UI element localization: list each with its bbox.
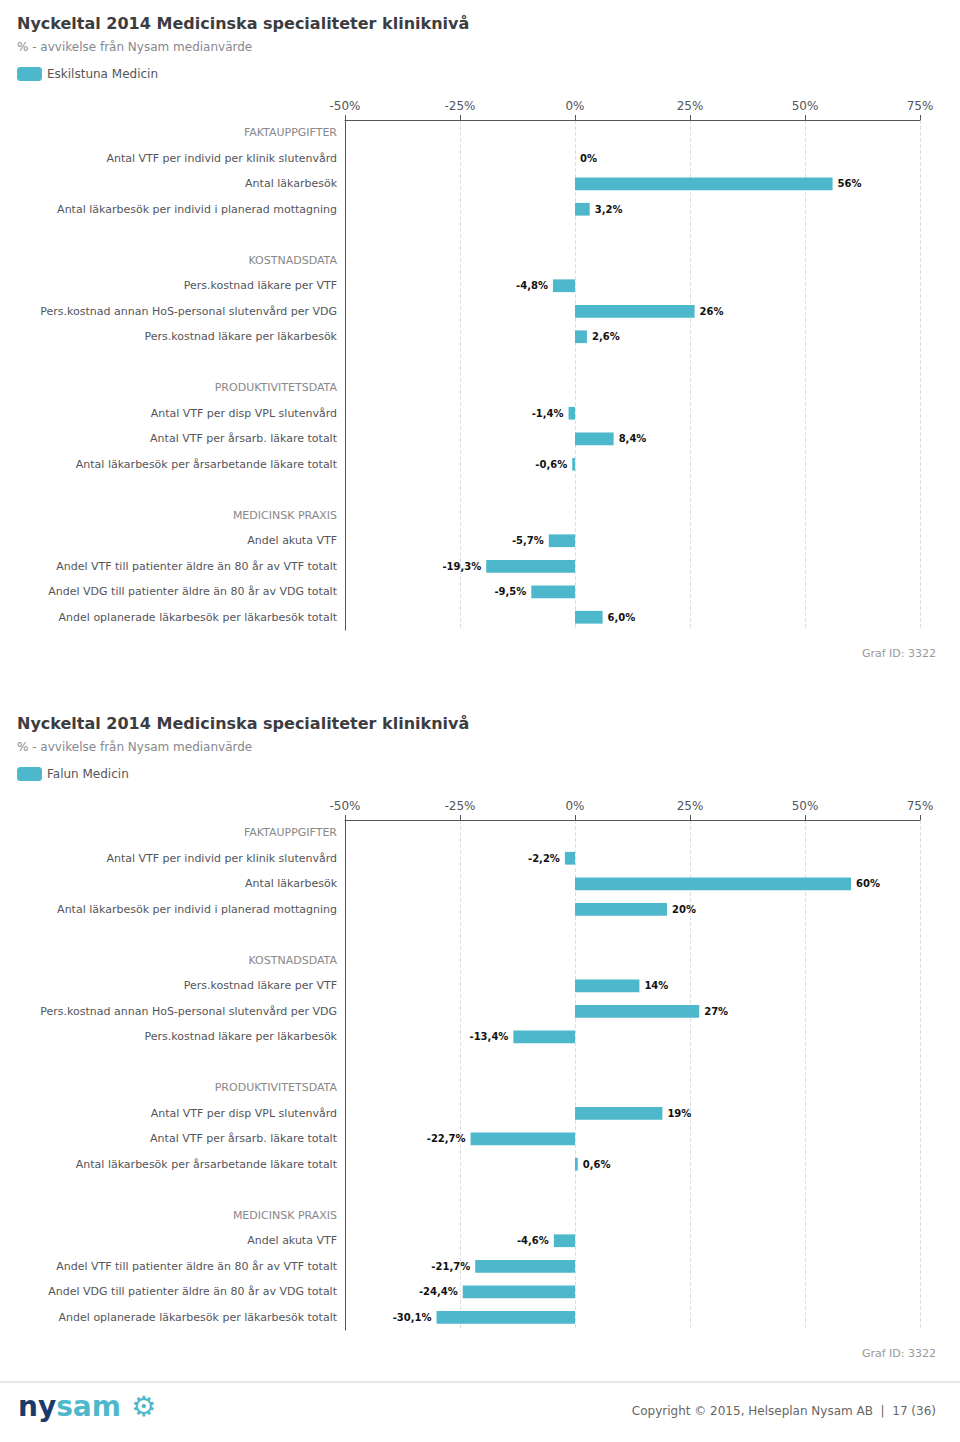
svg-text:Nyckeltal 2014 Medicinska spec: Nyckeltal 2014 Medicinska specialiteter … — [17, 14, 469, 33]
svg-text:ny: ny — [18, 1390, 56, 1423]
svg-text:Andel VTF till patienter äldre: Andel VTF till patienter äldre än 80 år … — [56, 560, 338, 573]
svg-text:Andel oplanerade läkarbesök pe: Andel oplanerade läkarbesök per läkarbes… — [59, 611, 338, 624]
svg-text:-4,8%: -4,8% — [516, 280, 548, 291]
svg-text:-4,6%: -4,6% — [517, 1235, 549, 1246]
svg-text:Antal VTF per årsarb. läkare t: Antal VTF per årsarb. läkare totalt — [150, 1132, 338, 1145]
svg-text:PRODUKTIVITETSDATA: PRODUKTIVITETSDATA — [215, 381, 338, 394]
svg-text:-25%: -25% — [444, 799, 475, 813]
svg-text:Antal läkarbesök per individ i: Antal läkarbesök per individ i planerad … — [57, 903, 337, 916]
svg-text:60%: 60% — [856, 878, 880, 889]
svg-text:Antal läkarbesök: Antal läkarbesök — [245, 177, 338, 190]
svg-text:Pers.kostnad läkare per läkarb: Pers.kostnad läkare per läkarbesök — [144, 330, 337, 343]
svg-text:-9,5%: -9,5% — [494, 586, 526, 597]
svg-text:MEDICINSK PRAXIS: MEDICINSK PRAXIS — [233, 509, 337, 522]
svg-text:0,6%: 0,6% — [583, 1159, 611, 1170]
svg-text:Pers.kostnad annan HoS-persona: Pers.kostnad annan HoS-personal slutenvå… — [40, 305, 337, 318]
svg-text:25%: 25% — [677, 799, 704, 813]
svg-text:Antal VTF per disp VPL slutenv: Antal VTF per disp VPL slutenvård — [151, 407, 337, 420]
svg-text:Antal läkarbesök: Antal läkarbesök — [245, 877, 338, 890]
svg-text:Copyright © 2015, Helseplan Ny: Copyright © 2015, Helseplan Nysam AB | 1… — [632, 1404, 936, 1418]
svg-text:Pers.kostnad annan HoS-persona: Pers.kostnad annan HoS-personal slutenvå… — [40, 1005, 337, 1018]
svg-text:Andel VDG till patienter äldre: Andel VDG till patienter äldre än 80 år … — [48, 585, 337, 598]
svg-text:KOSTNADSDATA: KOSTNADSDATA — [248, 954, 337, 967]
svg-text:FAKTAUPPGIFTER: FAKTAUPPGIFTER — [244, 826, 337, 839]
svg-text:3,2%: 3,2% — [595, 204, 623, 215]
svg-text:-1,4%: -1,4% — [532, 408, 564, 419]
svg-text:-0,6%: -0,6% — [535, 459, 567, 470]
svg-text:% - avvikelse från Nysam media: % - avvikelse från Nysam medianvärde — [17, 40, 252, 54]
svg-text:PRODUKTIVITETSDATA: PRODUKTIVITETSDATA — [215, 1081, 338, 1094]
svg-text:Pers.kostnad läkare per VTF: Pers.kostnad läkare per VTF — [184, 979, 337, 992]
svg-text:-22,7%: -22,7% — [427, 1133, 466, 1144]
svg-text:Nyckeltal 2014 Medicinska spec: Nyckeltal 2014 Medicinska specialiteter … — [17, 714, 469, 733]
svg-text:-13,4%: -13,4% — [470, 1031, 509, 1042]
svg-text:-19,3%: -19,3% — [442, 561, 481, 572]
svg-text:6,0%: 6,0% — [608, 612, 636, 623]
svg-text:-50%: -50% — [329, 99, 360, 113]
svg-text:-30,1%: -30,1% — [393, 1312, 432, 1323]
svg-text:19%: 19% — [667, 1108, 691, 1119]
svg-text:0%: 0% — [565, 99, 584, 113]
svg-text:Falun Medicin: Falun Medicin — [47, 767, 129, 781]
svg-text:20%: 20% — [672, 904, 696, 915]
svg-text:Andel akuta VTF: Andel akuta VTF — [247, 534, 337, 547]
svg-text:50%: 50% — [792, 799, 819, 813]
svg-text:Antal läkarbesök per årsarbeta: Antal läkarbesök per årsarbetande läkare… — [76, 1158, 338, 1171]
svg-text:-24,4%: -24,4% — [419, 1286, 458, 1297]
svg-text:75%: 75% — [907, 99, 934, 113]
svg-text:26%: 26% — [700, 306, 724, 317]
svg-text:-21,7%: -21,7% — [431, 1261, 470, 1272]
svg-text:Graf ID: 3322: Graf ID: 3322 — [862, 647, 936, 660]
svg-text:Antal VTF per disp VPL slutenv: Antal VTF per disp VPL slutenvård — [151, 1107, 337, 1120]
svg-text:Eskilstuna Medicin: Eskilstuna Medicin — [47, 67, 158, 81]
svg-text:Pers.kostnad läkare per läkarb: Pers.kostnad läkare per läkarbesök — [144, 1030, 337, 1043]
svg-text:Antal VTF per årsarb. läkare t: Antal VTF per årsarb. läkare totalt — [150, 432, 338, 445]
svg-text:Andel oplanerade läkarbesök pe: Andel oplanerade läkarbesök per läkarbes… — [59, 1311, 338, 1324]
svg-text:Antal VTF per individ per klin: Antal VTF per individ per klinik slutenv… — [106, 852, 337, 865]
svg-text:14%: 14% — [644, 980, 668, 991]
svg-text:Andel akuta VTF: Andel akuta VTF — [247, 1234, 337, 1247]
svg-text:Antal läkarbesök per årsarbeta: Antal läkarbesök per årsarbetande läkare… — [76, 458, 338, 471]
svg-text:75%: 75% — [907, 799, 934, 813]
svg-text:8,4%: 8,4% — [619, 433, 647, 444]
svg-text:-5,7%: -5,7% — [512, 535, 544, 546]
svg-text:FAKTAUPPGIFTER: FAKTAUPPGIFTER — [244, 126, 337, 139]
svg-text:⚙: ⚙ — [131, 1390, 156, 1423]
svg-text:-2,2%: -2,2% — [528, 853, 560, 864]
svg-text:25%: 25% — [677, 99, 704, 113]
svg-text:Graf ID: 3322: Graf ID: 3322 — [862, 1347, 936, 1360]
svg-text:-25%: -25% — [444, 99, 475, 113]
svg-text:KOSTNADSDATA: KOSTNADSDATA — [248, 254, 337, 267]
svg-text:Pers.kostnad läkare per VTF: Pers.kostnad läkare per VTF — [184, 279, 337, 292]
svg-text:% - avvikelse från Nysam media: % - avvikelse från Nysam medianvärde — [17, 740, 252, 754]
svg-text:50%: 50% — [792, 99, 819, 113]
svg-text:27%: 27% — [704, 1006, 728, 1017]
svg-text:MEDICINSK PRAXIS: MEDICINSK PRAXIS — [233, 1209, 337, 1222]
svg-text:0%: 0% — [565, 799, 584, 813]
svg-text:Antal läkarbesök per individ i: Antal läkarbesök per individ i planerad … — [57, 203, 337, 216]
svg-text:Andel VTF till patienter äldre: Andel VTF till patienter äldre än 80 år … — [56, 1260, 338, 1273]
svg-text:Andel VDG till patienter äldre: Andel VDG till patienter äldre än 80 år … — [48, 1285, 337, 1298]
svg-text:sam: sam — [56, 1390, 121, 1423]
svg-text:2,6%: 2,6% — [592, 331, 620, 342]
svg-text:-50%: -50% — [329, 799, 360, 813]
svg-text:56%: 56% — [838, 178, 862, 189]
svg-text:Antal VTF per individ per klin: Antal VTF per individ per klinik slutenv… — [106, 152, 337, 165]
svg-text:0%: 0% — [580, 153, 597, 164]
